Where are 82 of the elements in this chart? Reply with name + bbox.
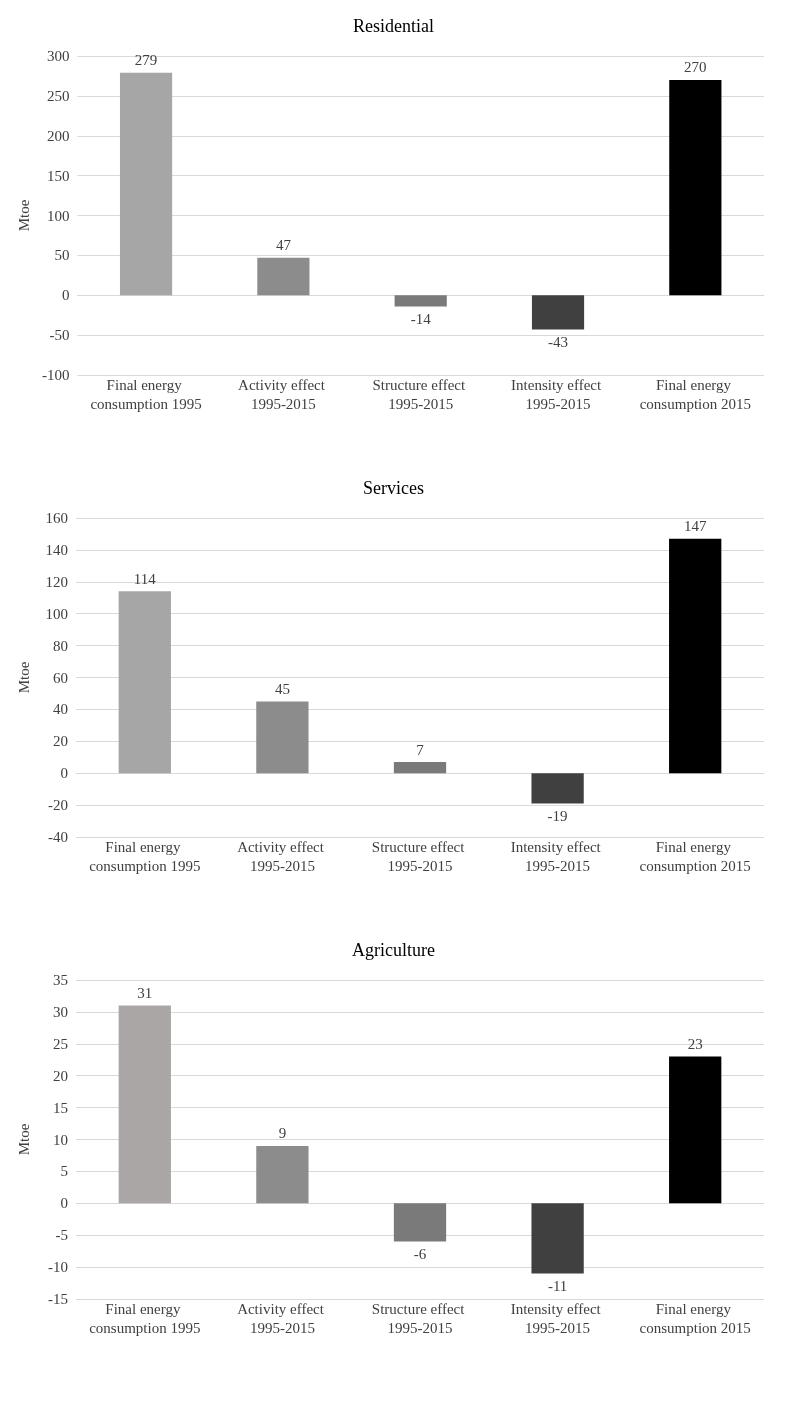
y-tick-label: 30 (53, 1003, 68, 1020)
bar (531, 773, 584, 804)
y-axis-title: Mtoe (15, 661, 32, 694)
x-tick-label: Final energy consumption 2015 (639, 838, 751, 874)
y-tick-label: -15 (48, 1291, 68, 1307)
bar (394, 295, 447, 307)
y-tick-label: 50 (54, 247, 70, 264)
y-tick-label: 140 (45, 541, 68, 558)
y-tick-label: 25 (53, 1035, 68, 1052)
y-tick-label: 0 (61, 287, 70, 304)
data-label: 23 (687, 1036, 703, 1053)
y-tick-label: -50 (49, 327, 70, 344)
x-tick-label: Activity effect 1995-2015 (238, 376, 329, 412)
y-tick-label: 250 (46, 87, 70, 104)
y-tick-label: 160 (45, 510, 68, 526)
y-axis-title: Mtoe (15, 1123, 32, 1156)
bar (256, 1145, 309, 1204)
y-tick-label: -5 (55, 1227, 68, 1244)
x-tick-label: Structure effect 1995-2015 (372, 376, 469, 412)
bar (393, 1203, 447, 1242)
chart-title: Services (363, 478, 424, 498)
data-label: -11 (547, 1277, 568, 1294)
bar (669, 1056, 722, 1204)
x-tick-label: Final energy consumption 1995 (89, 1300, 201, 1336)
data-label: 270 (684, 59, 707, 76)
bar (119, 72, 173, 296)
y-tick-label: -20 (48, 797, 68, 814)
data-label: -14 (410, 310, 432, 327)
bar (118, 1005, 171, 1204)
x-tick-label: Final energy consumption 1995 (89, 838, 201, 874)
data-label: 31 (137, 985, 153, 1002)
y-tick-label: 80 (53, 637, 68, 654)
y-tick-label: 35 (53, 972, 68, 988)
y-tick-label: -40 (48, 829, 68, 845)
data-label: 45 (274, 680, 290, 697)
x-tick-label: Intensity effect 1995-2015 (511, 376, 605, 412)
bar (257, 257, 310, 296)
x-tick-label: Final energy consumption 1995 (90, 376, 202, 412)
y-tick-label: 120 (45, 573, 68, 590)
y-tick-label: -100 (41, 367, 70, 383)
x-tick-label: Structure effect 1995-2015 (371, 838, 469, 874)
bar (669, 79, 722, 296)
data-label: 47 (275, 237, 292, 254)
bar (118, 591, 171, 774)
y-tick-label: 15 (53, 1099, 68, 1116)
y-tick-label: 0 (60, 765, 68, 782)
data-label: -19 (547, 808, 568, 825)
bar (393, 762, 447, 774)
chart-title: Agriculture (352, 940, 435, 960)
y-tick-label: 20 (53, 733, 68, 750)
y-tick-label: 0 (60, 1195, 68, 1212)
bar (256, 701, 309, 774)
x-tick-label: Intensity effect 1995-2015 (510, 838, 605, 874)
data-label: 114 (133, 570, 157, 587)
data-label: 147 (683, 518, 707, 535)
y-tick-label: 20 (53, 1067, 68, 1084)
data-label: -43 (548, 334, 569, 351)
y-axis-title: Mtoe (15, 199, 32, 232)
y-tick-label: 200 (46, 127, 70, 144)
y-tick-label: 40 (53, 701, 68, 718)
y-tick-label: -10 (48, 1259, 68, 1276)
data-label: -6 (413, 1246, 427, 1263)
y-tick-label: 300 (46, 48, 70, 64)
y-tick-label: 60 (53, 669, 68, 686)
x-tick-label: Structure effect 1995-2015 (371, 1300, 469, 1336)
y-tick-label: 5 (60, 1163, 68, 1180)
y-tick-label: 10 (53, 1131, 68, 1148)
x-tick-label: Intensity effect 1995-2015 (510, 1300, 605, 1336)
bar (669, 538, 722, 774)
x-tick-label: Activity effect 1995-2015 (237, 838, 328, 874)
x-tick-label: Final energy consumption 2015 (639, 1300, 751, 1336)
data-label: 9 (278, 1125, 287, 1142)
y-tick-label: 100 (46, 207, 70, 224)
y-tick-label: 100 (45, 605, 68, 622)
data-label: 7 (416, 741, 425, 758)
x-tick-label: Activity effect 1995-2015 (237, 1300, 328, 1336)
x-tick-label: Final energy consumption 2015 (639, 376, 751, 412)
chart-title: Residential (353, 16, 434, 36)
y-tick-label: 150 (46, 167, 70, 184)
bar (531, 295, 585, 330)
data-label: 279 (134, 52, 158, 69)
bar (531, 1203, 584, 1274)
